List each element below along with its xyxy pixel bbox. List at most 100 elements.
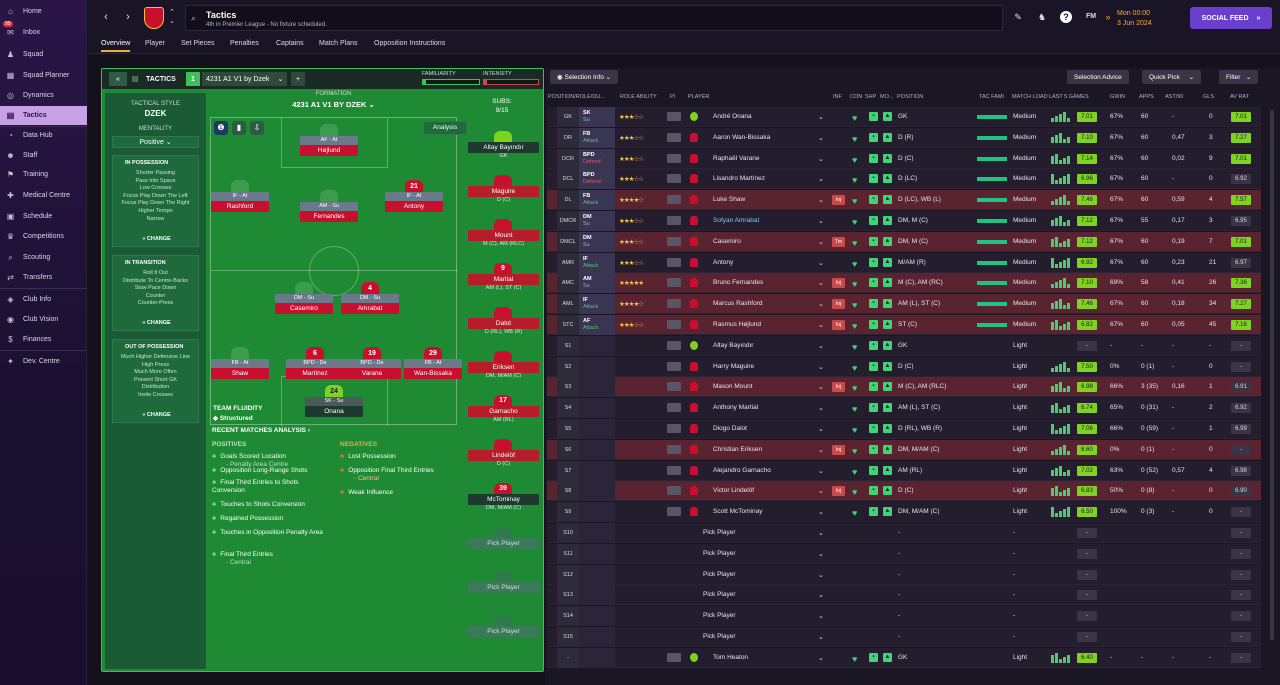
column-header[interactable]: APPS	[1139, 94, 1154, 100]
pi-icon[interactable]	[667, 465, 681, 475]
pi-icon[interactable]	[667, 278, 681, 288]
pitch-player[interactable]: 4 DM - Su Amrabat	[341, 282, 399, 315]
player-name[interactable]: Onana	[305, 406, 363, 417]
sidebar-item-training[interactable]: ⚑ Training	[0, 165, 87, 184]
chevron-down-icon[interactable]: ⌄	[818, 550, 824, 558]
player-role[interactable]: FB - At	[404, 359, 462, 368]
player-name[interactable]: Sofyan Amrabat	[713, 217, 760, 224]
analysis-button[interactable]: Analysis	[423, 121, 467, 135]
sidebar-item-tactics[interactable]: ▤ Tactics	[0, 106, 87, 127]
table-row[interactable]: S6 Christian Eriksen ⌄ Inj ♥ ▪ ▲ DM, M/AM (C) Li…	[547, 439, 1261, 460]
pitch-player[interactable]: 21 IF - At Antony	[385, 180, 443, 213]
pi-icon[interactable]	[667, 153, 681, 163]
pi-icon[interactable]	[667, 112, 681, 121]
table-row[interactable]: AML IF Attack ★★★★☆ Marcus Rashford ⌄ Inj ♥ ▪ ▲ AM…	[547, 294, 1261, 315]
sidebar-item-club-vision[interactable]: ◉ Club Vision	[0, 310, 87, 329]
substitute-name[interactable]: Eriksen	[468, 362, 539, 373]
player-role[interactable]: SK - Su	[305, 397, 363, 406]
player-name[interactable]: Pick Player	[703, 570, 736, 578]
column-header[interactable]: PI	[670, 94, 676, 100]
pi-icon[interactable]	[667, 174, 681, 184]
tab-set-pieces[interactable]: Set Pieces	[181, 40, 215, 47]
chevron-down-icon[interactable]: ⌄	[818, 405, 824, 413]
player-name[interactable]: Antony	[385, 201, 443, 212]
pi-icon[interactable]	[667, 652, 681, 662]
chevron-down-icon[interactable]: ⌄	[818, 488, 824, 496]
player-role[interactable]: AM - Su	[300, 202, 358, 211]
chevron-down-icon[interactable]: ⌄	[818, 218, 824, 225]
table-row[interactable]: S9 Scott McTominay ⌄ ♥ ▪ ▲ DM, M/AM (C) Light 6.…	[547, 502, 1261, 523]
sidebar-item-inbox[interactable]: ✉ 99 Inbox	[0, 21, 87, 42]
in-transition-change-button[interactable]: » CHANGE	[142, 320, 171, 326]
column-header[interactable]: POSITION/ROLE/DU...	[548, 94, 605, 100]
column-header[interactable]: SHP	[865, 94, 877, 100]
chevron-down-icon[interactable]: ⌄	[818, 426, 824, 433]
substitute-name[interactable]: Pick Player	[468, 538, 539, 549]
in-possession-change-button[interactable]: » CHANGE	[142, 236, 171, 242]
substitute-name[interactable]: Lindelöf	[468, 450, 539, 461]
chevron-down-icon[interactable]: ⌄	[818, 654, 824, 662]
pitch-player[interactable]: DM - Su Casemiro	[275, 282, 333, 315]
tab-captains[interactable]: Captains	[276, 40, 304, 47]
chevron-down-icon[interactable]: ⌄	[818, 134, 824, 142]
sidebar-item-finances[interactable]: $ Finances	[0, 330, 87, 351]
role-duty-cell[interactable]: IF Attack	[579, 294, 615, 315]
player-role[interactable]: DM - Su	[275, 294, 333, 303]
player-name[interactable]: Pick Player	[703, 591, 736, 599]
player-role[interactable]: DM - Su	[341, 294, 399, 303]
player-name[interactable]: Amrabat	[341, 303, 399, 314]
quick-pick-button[interactable]: Quick Pick ⌄	[1142, 70, 1202, 84]
sidebar-item-squad-planner[interactable]: ▦ Squad Planner	[0, 66, 87, 85]
role-duty-cell[interactable]: BPD Defend	[579, 148, 615, 169]
scrollbar[interactable]	[1270, 110, 1274, 640]
table-row[interactable]: S7 Alejandro Garnacho ⌄ ♥ ▪ ▲ AM (RL) Light 7.02…	[547, 460, 1261, 481]
substitute-name[interactable]: Pick Player	[468, 582, 539, 593]
player-name[interactable]: Marcus Rashford	[713, 300, 763, 308]
player-role[interactable]: IF - At	[385, 192, 443, 201]
help-icon[interactable]: ?	[1060, 11, 1072, 23]
substitute-name[interactable]: Garnacho	[468, 406, 539, 417]
pi-icon[interactable]	[667, 361, 681, 371]
pi-icon[interactable]	[667, 486, 681, 496]
pi-icon[interactable]	[667, 132, 681, 142]
substitute-slot[interactable]: Dalot D (RL), WB (R)	[468, 307, 539, 337]
player-name[interactable]: Raphaël Varane	[713, 154, 760, 162]
chevron-down-icon[interactable]: ⌄	[818, 322, 824, 329]
forward-arrow-icon[interactable]: ›	[126, 11, 130, 23]
chevron-down-icon[interactable]: ⌄	[818, 613, 824, 621]
role-duty-cell[interactable]: IF Attack	[579, 252, 615, 273]
player-name[interactable]: Harry Maguire	[713, 362, 755, 370]
table-row[interactable]: DCR BPD Defend ★★★☆☆ Raphaël Varane ⌄ ♥ ▪ ▲ D (C)…	[547, 148, 1261, 169]
chevron-down-icon[interactable]: ⌄	[818, 384, 824, 392]
player-name[interactable]: Casemiro	[275, 303, 333, 314]
column-header[interactable]: AST/90	[1165, 94, 1184, 100]
pi-icon[interactable]	[667, 195, 681, 205]
fm-logo[interactable]: FM	[1085, 13, 1097, 20]
table-row[interactable]: DL FB Attack ★★★★☆ Luke Shaw ⌄ Inj ♥ ▪ ▲ D (LC), W…	[547, 190, 1261, 211]
substitute-name[interactable]: Maguire	[468, 186, 539, 197]
sidebar-item-competitions[interactable]: ♛ Competitions	[0, 227, 87, 246]
player-name[interactable]: Rasmus Højlund	[713, 321, 762, 328]
player-name[interactable]: Martínez	[286, 368, 344, 379]
substitute-slot[interactable]: Mount M (C), AM (RLC)	[468, 219, 539, 249]
social-feed-button[interactable]: SOCIAL FEED »	[1190, 7, 1272, 29]
sidebar-item-scouting[interactable]: ⌕ Scouting	[0, 248, 87, 267]
substitute-slot[interactable]: Pick Player	[468, 527, 539, 557]
pi-icon[interactable]	[667, 403, 681, 413]
column-header[interactable]: LAST 5 GAMES	[1049, 94, 1089, 100]
sidebar-item-home[interactable]: ⌂ Home	[0, 2, 87, 21]
chevron-down-icon[interactable]: ⌄	[818, 197, 824, 205]
pi-icon[interactable]	[667, 382, 681, 392]
pi-icon[interactable]	[667, 236, 681, 246]
pitch-player[interactable]: 24 SK - Su Onana	[305, 385, 363, 418]
player-name[interactable]: Mason Mount	[713, 383, 753, 391]
tactic-select[interactable]: 4231 A1 V1 by Dzek ⌄	[202, 72, 287, 86]
continue-icon[interactable]: »	[1105, 12, 1111, 22]
player-name[interactable]: Scott McTominay	[713, 508, 763, 516]
chevron-down-icon[interactable]: ⌄	[818, 592, 824, 600]
pitch-player[interactable]: 19 BPD - De Varane	[343, 347, 401, 380]
substitute-name[interactable]: Dalot	[468, 318, 539, 329]
player-name[interactable]: Lisandro Martínez	[713, 175, 766, 183]
pitch-player[interactable]: FB - At Shaw	[211, 347, 269, 380]
table-row[interactable]: S13 Pick Player ⌄ - - - -	[547, 585, 1261, 606]
